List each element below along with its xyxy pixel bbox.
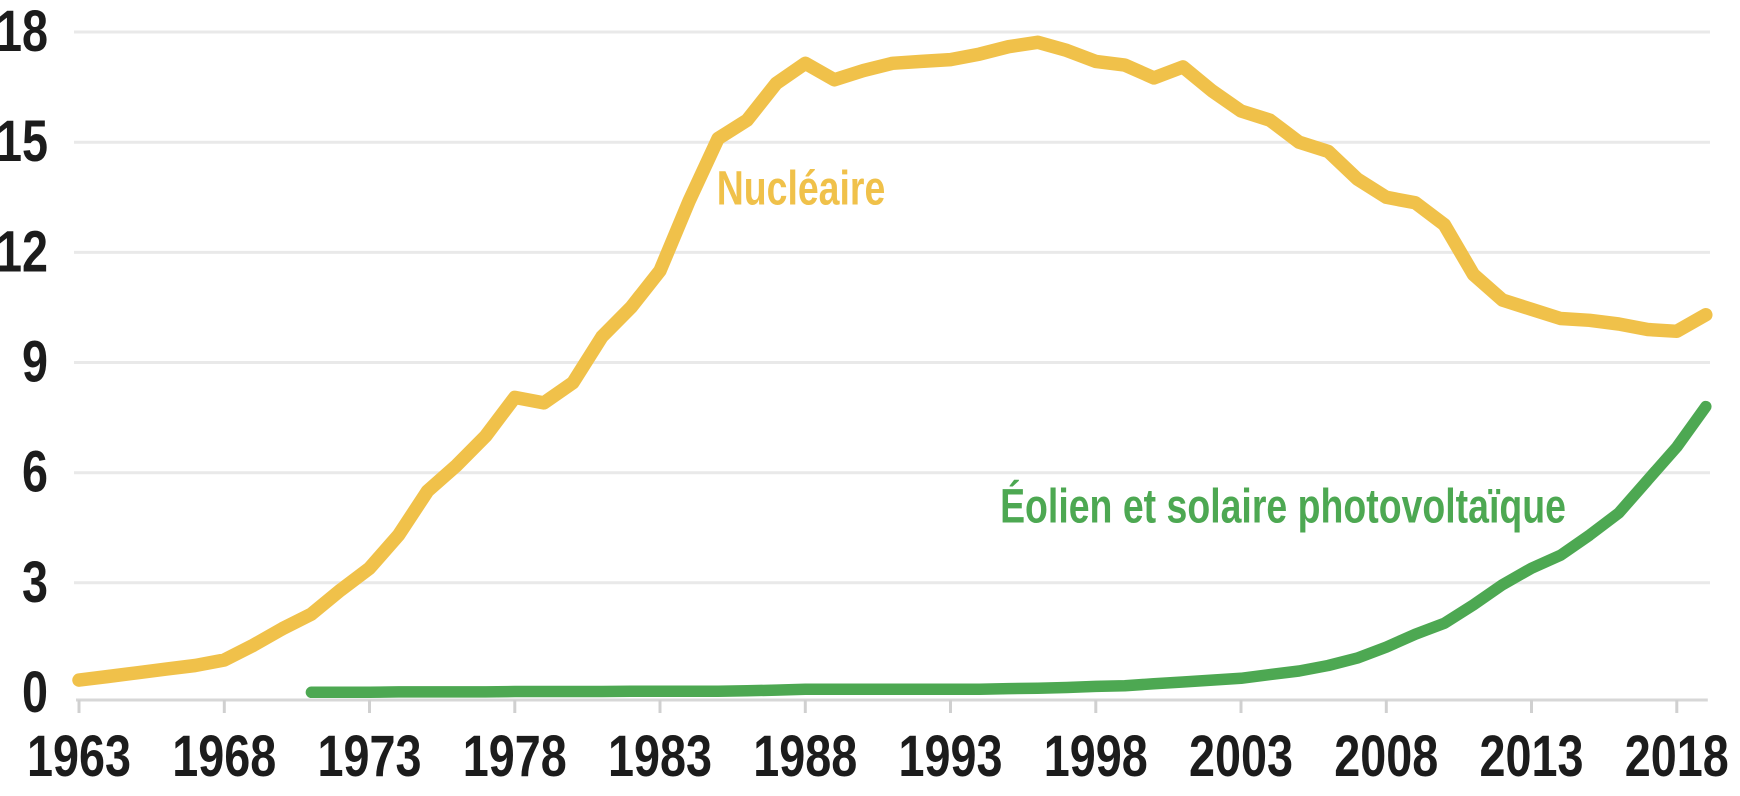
- x-axis-label-1998: 1998: [1044, 724, 1148, 789]
- y-axis-label-18: 18: [0, 0, 48, 64]
- y-axis-labels: 0 3 6 9 12 15 18: [0, 0, 48, 725]
- y-axis-label-3: 3: [22, 550, 48, 615]
- x-axis-label-1968: 1968: [172, 724, 276, 789]
- x-axis-label-2008: 2008: [1334, 724, 1438, 789]
- x-axis-label-2018: 2018: [1625, 724, 1729, 789]
- y-axis-label-6: 6: [22, 440, 48, 505]
- x-axis-label-1983: 1983: [608, 724, 712, 789]
- gridlines: [74, 30, 1710, 585]
- y-axis-label-9: 9: [22, 330, 48, 395]
- y-axis-label-0: 0: [22, 660, 48, 725]
- x-axis-label-1963: 1963: [27, 724, 131, 789]
- series-lines: [72, 35, 1713, 699]
- nuclear-line: [72, 35, 1713, 687]
- x-axis-label-1988: 1988: [753, 724, 857, 789]
- x-axis-label-2003: 2003: [1189, 724, 1293, 789]
- x-axis-label-1978: 1978: [463, 724, 567, 789]
- x-axis: [76, 698, 1708, 713]
- y-axis-label-15: 15: [0, 109, 48, 174]
- x-axis-label-1993: 1993: [899, 724, 1003, 789]
- x-axis-label-1973: 1973: [318, 724, 422, 789]
- wind-solar-line: [305, 400, 1712, 699]
- y-axis-label-12: 12: [0, 219, 48, 284]
- x-axis-labels: 1963 1968 1973 1978 1983 1988 1993 1998 2003 2008…: [27, 724, 1729, 789]
- x-axis-label-2013: 2013: [1480, 724, 1584, 789]
